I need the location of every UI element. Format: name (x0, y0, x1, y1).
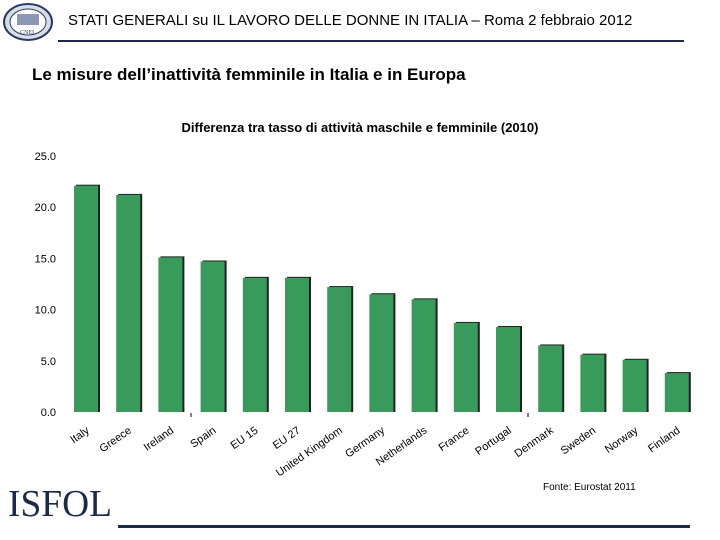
x-category-label: EU 27 (271, 425, 303, 452)
x-category-label: Ireland (142, 425, 176, 454)
header-rule (58, 40, 684, 42)
bar (116, 194, 141, 412)
x-category-label: Portugal (473, 425, 513, 458)
bar (285, 277, 309, 412)
x-category-label: Denmark (512, 424, 556, 460)
y-tick-label: 20.0 (35, 202, 56, 214)
source-note: Fonte: Eurostat 2011 (543, 482, 636, 493)
page-title: Le misure dell’inattività femminile in I… (32, 65, 466, 84)
y-tick-label: 0.0 (41, 407, 56, 419)
header-title: STATI GENERALI su IL LAVORO DELLE DONNE … (68, 12, 633, 29)
x-category-label: Greece (97, 425, 133, 456)
bar (242, 277, 267, 412)
y-tick-label: 25.0 (35, 151, 56, 163)
y-tick-label: 15.0 (35, 253, 56, 265)
x-category-label: Italy (68, 424, 92, 446)
bar (453, 322, 478, 412)
x-category-label: Sweden (559, 425, 598, 458)
bar (538, 345, 563, 412)
x-category-label: France (437, 425, 472, 454)
bar (411, 299, 436, 412)
bar (74, 185, 98, 412)
x-category-label: EU 15 (229, 425, 261, 452)
x-category-label: Finland (646, 425, 682, 456)
bar (200, 261, 225, 412)
bar (369, 294, 394, 412)
cnel-seal-logo: CNEL (3, 3, 53, 41)
logo-text: ISFOL (8, 483, 112, 525)
x-category-label: Norway (603, 424, 641, 456)
bar (158, 257, 183, 412)
bar (327, 287, 352, 412)
chart-title: Differenza tra tasso di attività maschil… (181, 120, 539, 135)
seal-text: CNEL (20, 30, 36, 36)
bar (664, 373, 689, 412)
bar (580, 354, 605, 412)
y-tick-label: 10.0 (35, 305, 56, 317)
bar (496, 327, 520, 412)
x-category-label: Spain (188, 425, 218, 451)
y-tick-label: 5.0 (41, 356, 56, 368)
bar (622, 359, 647, 412)
isfol-logo: ISFOL (8, 483, 112, 525)
footer-rule (118, 525, 690, 528)
